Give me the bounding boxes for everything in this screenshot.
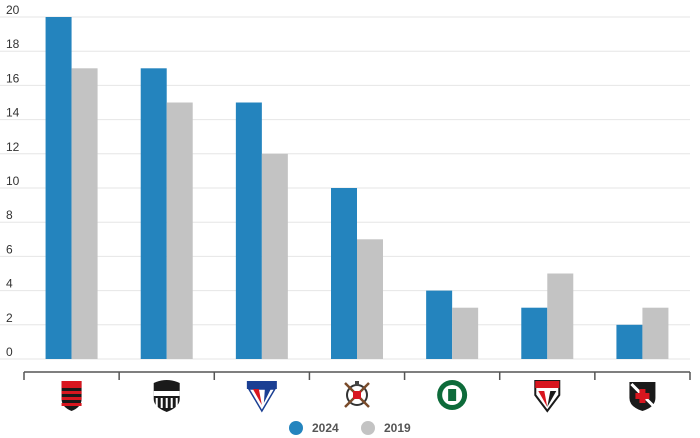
y-axis-tick-labels: 0 2 4 6 8 10 12 14 16 18 20: [6, 3, 20, 359]
bar-2019-corinthians[interactable]: [357, 239, 383, 359]
bar-2019-flamengo[interactable]: [71, 68, 98, 360]
palmeiras-crest-icon: [437, 380, 468, 410]
y-tick-label: 0: [6, 345, 13, 359]
bar-2019-fortaleza[interactable]: [261, 153, 288, 359]
legend-swatch: [361, 421, 375, 435]
bar-2024-cear-[interactable]: [140, 68, 167, 360]
y-tick-label: 16: [6, 71, 20, 85]
bar-2019-cear-[interactable]: [166, 102, 193, 360]
legend-item-2019[interactable]: 2019: [361, 421, 411, 435]
legend-swatch: [289, 421, 303, 435]
vasco-crest-icon: [629, 382, 656, 411]
bars: [45, 17, 669, 360]
y-tick-label: 20: [6, 3, 20, 17]
bar-2024-vasco[interactable]: [616, 324, 643, 359]
fortaleza-crest-icon: [246, 381, 277, 413]
bar-2024-s-o-paulo[interactable]: [521, 307, 548, 359]
legend: 2024 2019: [289, 421, 411, 435]
x-axis: [23, 371, 691, 380]
y-tick-label: 2: [6, 311, 13, 325]
y-tick-label: 6: [6, 242, 13, 256]
team-crests: [61, 380, 656, 413]
bar-2024-palmeiras[interactable]: [426, 290, 453, 359]
y-tick-label: 14: [6, 106, 20, 120]
bar-2019-s-o-paulo[interactable]: [547, 273, 574, 360]
legend-item-2024[interactable]: 2024: [289, 421, 339, 435]
bar-2019-vasco[interactable]: [642, 307, 669, 359]
bar-2024-flamengo[interactable]: [45, 17, 72, 359]
legend-label: 2024: [312, 421, 339, 435]
flamengo-crest-icon: [61, 381, 82, 411]
y-tick-label: 4: [6, 277, 13, 291]
y-tick-label: 10: [6, 174, 20, 188]
bar-2024-fortaleza[interactable]: [235, 102, 262, 360]
sao-paulo-crest-icon: [534, 380, 561, 413]
bar-2024-corinthians[interactable]: [331, 188, 357, 359]
y-tick-label: 12: [6, 140, 20, 154]
ceara-crest-icon: [153, 380, 180, 412]
y-tick-label: 8: [6, 208, 13, 222]
legend-label: 2019: [384, 421, 411, 435]
corinthians-crest-icon: [344, 381, 370, 408]
y-tick-label: 18: [6, 37, 20, 51]
bar-2019-palmeiras[interactable]: [452, 307, 479, 359]
